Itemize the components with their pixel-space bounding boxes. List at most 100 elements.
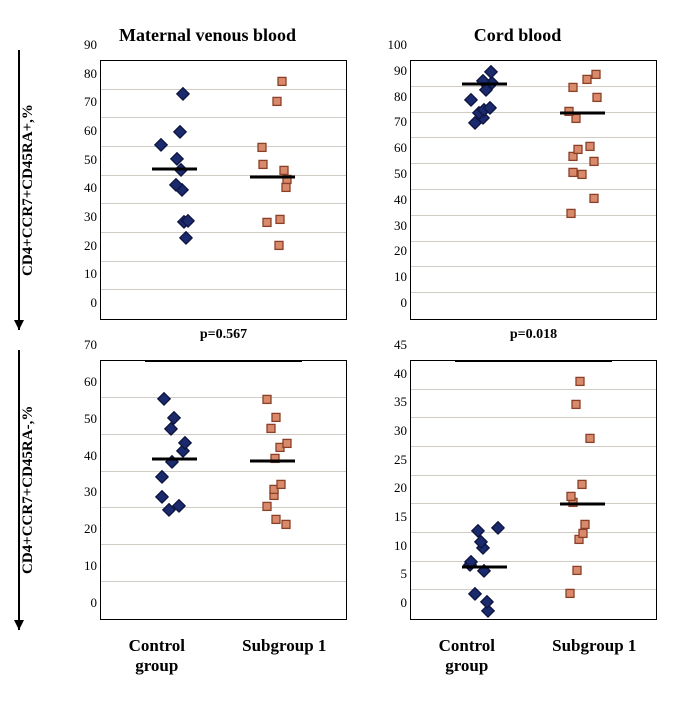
- ytick-label: 50: [84, 152, 101, 168]
- gridline: [411, 589, 656, 590]
- ytick-label: 20: [84, 238, 101, 254]
- data-point-subgroup: [571, 564, 584, 582]
- median-bar-subgroup: [560, 111, 604, 114]
- ytick-label: 60: [84, 123, 101, 139]
- data-point-control: [167, 410, 181, 429]
- ytick-label: 20: [394, 480, 411, 496]
- gridline: [101, 544, 346, 545]
- data-point-subgroup: [574, 375, 587, 393]
- data-point-subgroup: [567, 80, 580, 98]
- data-point-subgroup: [272, 238, 285, 256]
- ytick-label: 30: [394, 218, 411, 234]
- ytick-label: 70: [84, 94, 101, 110]
- gridline: [101, 175, 346, 176]
- gridline: [101, 289, 346, 290]
- pvalue-bar: [145, 360, 302, 362]
- data-point-control: [471, 523, 485, 542]
- gridline: [411, 163, 656, 164]
- data-point-control: [181, 213, 195, 232]
- gridline: [411, 475, 656, 476]
- data-point-subgroup: [570, 398, 583, 416]
- ytick-label: 90: [394, 63, 411, 79]
- ytick-label: 70: [394, 114, 411, 130]
- median-bar-subgroup: [250, 459, 294, 462]
- gridline: [101, 89, 346, 90]
- data-point-control: [468, 586, 482, 605]
- data-point-control: [173, 124, 187, 143]
- gridline: [411, 446, 656, 447]
- ytick-label: 5: [401, 566, 412, 582]
- gridline: [411, 241, 656, 242]
- gridline: [101, 507, 346, 508]
- data-point-control: [464, 93, 478, 112]
- data-point-subgroup: [278, 164, 291, 182]
- ytick-label: 30: [84, 484, 101, 500]
- ytick-label: 40: [394, 192, 411, 208]
- ytick-label: 40: [84, 180, 101, 196]
- ytick-label: 60: [84, 374, 101, 390]
- data-point-subgroup: [563, 587, 576, 605]
- gridline: [411, 561, 656, 562]
- data-point-subgroup: [260, 393, 273, 411]
- pvalue-bar: [455, 360, 612, 362]
- data-point-subgroup: [584, 140, 597, 158]
- gridline: [411, 86, 656, 87]
- xaxis-label: Subgroup 1: [242, 636, 326, 680]
- gridline: [411, 189, 656, 190]
- gridline: [411, 112, 656, 113]
- gridline: [101, 203, 346, 204]
- median-bar-control: [152, 167, 196, 170]
- gridline: [411, 215, 656, 216]
- pvalue-text: p=0.018: [510, 327, 557, 343]
- median-bar-control: [462, 83, 506, 86]
- data-point-control: [491, 520, 505, 539]
- data-point-subgroup: [571, 142, 584, 160]
- panel-br: 051015202530354045p=0.018: [370, 350, 665, 630]
- ytick-label: 0: [401, 295, 412, 311]
- median-bar-subgroup: [250, 176, 294, 179]
- data-point-subgroup: [255, 141, 268, 159]
- ytick-label: 50: [84, 411, 101, 427]
- data-point-subgroup: [271, 95, 284, 113]
- ytick-label: 0: [401, 595, 412, 611]
- data-point-control: [155, 490, 169, 509]
- data-point-control: [172, 499, 186, 518]
- ytick-label: 10: [394, 538, 411, 554]
- ytick-label: 70: [84, 337, 101, 353]
- gridline: [101, 471, 346, 472]
- ytick-label: 10: [84, 558, 101, 574]
- data-point-subgroup: [588, 191, 601, 209]
- ytick-label: 15: [394, 509, 411, 525]
- plot-area: 010203040506070p=0.567: [100, 360, 347, 620]
- data-point-subgroup: [590, 91, 603, 109]
- gridline: [101, 232, 346, 233]
- gridline: [101, 146, 346, 147]
- ytick-label: 0: [91, 295, 102, 311]
- data-point-subgroup: [587, 155, 600, 173]
- data-point-subgroup: [578, 518, 591, 536]
- gridline: [101, 397, 346, 398]
- ytick-label: 80: [84, 66, 101, 82]
- column-title: Maternal venous blood: [60, 25, 355, 46]
- gridline: [101, 581, 346, 582]
- gridline: [101, 117, 346, 118]
- ytick-label: 10: [84, 266, 101, 282]
- data-point-control: [154, 137, 168, 156]
- ytick-label: 45: [394, 337, 411, 353]
- data-point-subgroup: [567, 166, 580, 184]
- ytick-label: 25: [394, 452, 411, 468]
- median-bar-subgroup: [560, 503, 604, 506]
- ytick-label: 50: [394, 166, 411, 182]
- ytick-label: 60: [394, 140, 411, 156]
- gridline: [411, 503, 656, 504]
- data-point-subgroup: [589, 67, 602, 85]
- row-label: CD4+CCR7+CD45RA-,%: [20, 350, 60, 630]
- ytick-label: 80: [394, 89, 411, 105]
- gridline: [411, 417, 656, 418]
- panel-tr: 0102030405060708090100: [370, 50, 665, 330]
- data-point-subgroup: [584, 432, 597, 450]
- gridline: [411, 532, 656, 533]
- xaxis-label: Controlgroup: [439, 636, 495, 680]
- plot-area: 0102030405060708090: [100, 60, 347, 320]
- data-point-subgroup: [273, 213, 286, 231]
